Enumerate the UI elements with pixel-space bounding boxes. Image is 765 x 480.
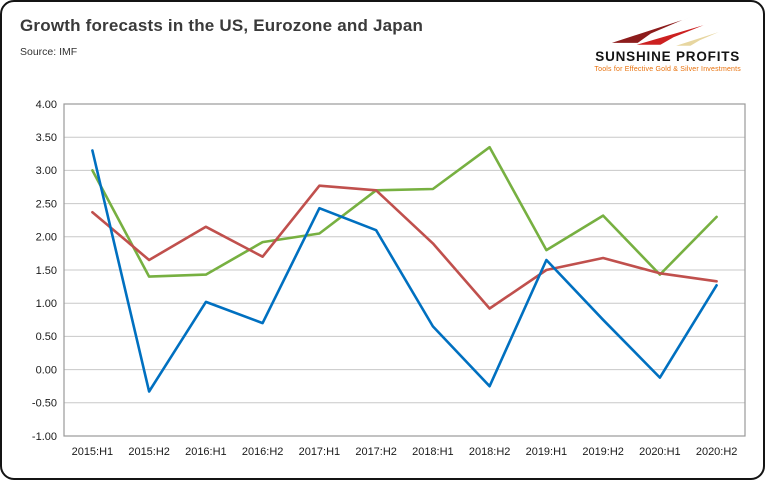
chart-title: Growth forecasts in the US, Eurozone and… — [20, 16, 424, 35]
x-tick-label: 2020:H1 — [639, 446, 681, 458]
series-red-line — [91, 184, 718, 310]
series-blue-line — [91, 149, 718, 393]
x-tick-label: 2016:H1 — [185, 446, 227, 458]
y-tick-label: 1.50 — [36, 265, 57, 277]
y-tick-label: 3.00 — [36, 165, 57, 177]
y-tick-label: -0.50 — [32, 398, 57, 410]
plot-border — [63, 103, 746, 437]
sunshine-profits-logo: SUNSHINE PROFITS Tools for Effective Gol… — [594, 14, 741, 73]
y-tick-label: 0.00 — [36, 364, 57, 376]
source-label: Source: IMF — [20, 46, 78, 58]
growth-forecast-chart: 4.00 3.50 3.00 2.50 2.00 1.50 1.00 0.50 0.00 -0.5… — [32, 99, 746, 458]
y-tick-label: 0.50 — [36, 331, 57, 343]
x-tick-label: 2018:H1 — [412, 446, 454, 458]
x-tick-label: 2015:H1 — [72, 446, 114, 458]
x-tick-label: 2019:H1 — [526, 446, 568, 458]
y-tick-label: 2.00 — [36, 232, 57, 244]
series-green-line — [91, 145, 718, 278]
header: Growth forecasts in the US, Eurozone and… — [2, 2, 763, 92]
logo-arrow-dark — [609, 16, 691, 44]
y-tick-label: 1.00 — [36, 298, 57, 310]
x-tick-label: 2017:H1 — [299, 446, 341, 458]
x-tick-label: 2015:H2 — [128, 446, 170, 458]
header-text: Growth forecasts in the US, Eurozone and… — [20, 14, 423, 58]
x-tick-label: 2020:H2 — [696, 446, 738, 458]
logo-arrows-icon — [609, 16, 727, 47]
x-tick-label: 2017:H2 — [355, 446, 397, 458]
logo-arrow-red — [633, 22, 712, 46]
x-tick-label: 2019:H2 — [582, 446, 624, 458]
y-tick-label: 3.50 — [36, 132, 57, 144]
chart-area: 4.00 3.50 3.00 2.50 2.00 1.50 1.00 0.50 0.00 -0.5… — [2, 92, 763, 477]
y-tick-label: 4.00 — [36, 99, 57, 111]
y-tick-label: 2.50 — [36, 198, 57, 210]
logo-arrow-gold — [673, 28, 727, 47]
logo-tagline: Tools for Effective Gold & Silver Invest… — [594, 66, 741, 73]
logo-name: SUNSHINE PROFITS — [595, 49, 741, 64]
y-tick-label: -1.00 — [32, 431, 57, 443]
x-tick-label: 2018:H2 — [469, 446, 511, 458]
x-tick-label: 2016:H2 — [242, 446, 284, 458]
